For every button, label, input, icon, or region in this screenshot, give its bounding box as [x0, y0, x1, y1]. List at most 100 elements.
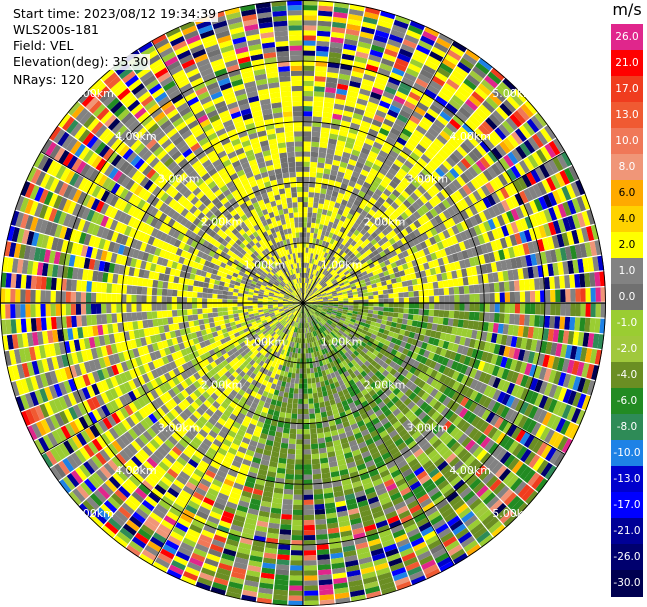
- velocity-gate-cell: [146, 295, 152, 303]
- velocity-gate-cell: [374, 438, 384, 447]
- velocity-gate-cell: [330, 355, 336, 362]
- velocity-gate-cell: [540, 462, 553, 478]
- velocity-gate-cell: [491, 365, 500, 377]
- velocity-gate-cell: [314, 312, 319, 317]
- velocity-gate-cell: [399, 353, 407, 361]
- velocity-gate-cell: [202, 298, 208, 303]
- velocity-gate-cell: [374, 363, 382, 371]
- velocity-gate-cell: [309, 327, 313, 333]
- velocity-gate-cell: [317, 432, 325, 439]
- velocity-gate-cell: [437, 556, 452, 568]
- velocity-gate-cell: [314, 498, 325, 505]
- velocity-gate-cell: [446, 423, 457, 435]
- velocity-gate-cell: [468, 401, 478, 413]
- velocity-gate-cell: [304, 590, 319, 596]
- velocity-gate-cell: [375, 519, 389, 529]
- velocity-gate-cell: [346, 375, 353, 382]
- velocity-gate-cell: [522, 417, 533, 431]
- velocity-gate-cell: [487, 375, 497, 387]
- velocity-gate-cell: [319, 320, 325, 326]
- velocity-gate-cell: [337, 308, 343, 312]
- velocity-gate-cell: [502, 324, 509, 335]
- velocity-gate-cell: [364, 323, 371, 329]
- velocity-gate-cell: [371, 451, 381, 460]
- velocity-gate-cell: [203, 318, 210, 324]
- velocity-gate-cell: [394, 533, 408, 544]
- velocity-gate-cell: [324, 400, 331, 407]
- velocity-gate-cell: [327, 339, 333, 346]
- velocity-gate-cell: [560, 420, 571, 435]
- velocity-gate-cell: [464, 337, 471, 347]
- velocity-gate-cell: [322, 375, 328, 381]
- velocity-gate-cell: [166, 289, 173, 297]
- velocity-gate-cell: [96, 282, 103, 293]
- velocity-gate-cell: [352, 480, 363, 489]
- velocity-gate-cell: [389, 376, 398, 384]
- velocity-gate-cell: [519, 431, 531, 446]
- velocity-gate-cell: [377, 359, 385, 367]
- velocity-gate-cell: [574, 317, 581, 331]
- velocity-gate-cell: [428, 309, 435, 317]
- velocity-gate-cell: [460, 364, 469, 375]
- velocity-gate-cell: [304, 565, 318, 571]
- velocity-gate-cell: [446, 399, 456, 410]
- velocity-gate-cell: [363, 360, 371, 368]
- velocity-gate-cell: [447, 388, 457, 399]
- velocity-gate-cell: [492, 377, 502, 389]
- velocity-gate-cell: [309, 321, 313, 327]
- velocity-gate-cell: [466, 347, 474, 357]
- velocity-gate-cell: [529, 391, 539, 405]
- velocity-gate-cell: [389, 326, 396, 333]
- velocity-gate-cell: [357, 360, 364, 367]
- velocity-gate-cell: [318, 360, 324, 367]
- velocity-gate-cell: [317, 437, 326, 444]
- velocity-gate-cell: [40, 304, 46, 317]
- velocity-gate-cell: [309, 423, 317, 430]
- velocity-gate-cell: [303, 484, 313, 490]
- velocity-gate-cell: [312, 304, 318, 307]
- velocity-gate-cell: [306, 306, 311, 311]
- velocity-gate-cell: [536, 459, 549, 475]
- velocity-gate-cell: [407, 314, 414, 320]
- velocity-gate-cell: [566, 359, 575, 374]
- velocity-gate-cell: [492, 323, 499, 334]
- velocity-gate-cell: [576, 393, 587, 409]
- velocity-gate-cell: [321, 370, 327, 377]
- velocity-gate-cell: [374, 562, 389, 571]
- velocity-gate-cell: [276, 467, 286, 474]
- velocity-gate-cell: [498, 345, 506, 356]
- velocity-gate-cell: [386, 335, 393, 342]
- velocity-gate-cell: [546, 413, 557, 429]
- velocity-gate-cell: [315, 311, 320, 315]
- velocity-gate-cell: [501, 380, 511, 393]
- velocity-gate-cell: [20, 289, 26, 303]
- velocity-gate-cell: [309, 413, 316, 419]
- velocity-gate-cell: [458, 407, 469, 419]
- velocity-gate-cell: [376, 442, 387, 452]
- velocity-gate-cell: [469, 390, 479, 401]
- velocity-gate-cell: [545, 303, 551, 315]
- velocity-gate-cell: [126, 312, 133, 322]
- velocity-gate-cell: [313, 341, 318, 347]
- velocity-gate-cell: [430, 369, 438, 379]
- velocity-gate-cell: [101, 314, 108, 325]
- velocity-gate-cell: [384, 358, 392, 365]
- velocity-gate-cell: [571, 360, 580, 376]
- velocity-gate-cell: [500, 488, 514, 503]
- velocity-gate-cell: [356, 338, 363, 345]
- velocity-gate-cell: [318, 350, 323, 356]
- velocity-gate-cell: [378, 327, 385, 334]
- velocity-gate-cell: [384, 388, 393, 397]
- velocity-gate-cell: [237, 292, 244, 297]
- velocity-gate-cell: [289, 382, 295, 389]
- velocity-gate-cell: [487, 399, 497, 411]
- velocity-gate-cell: [360, 412, 369, 420]
- velocity-gate-cell: [478, 371, 487, 383]
- velocity-gate-cell: [279, 386, 286, 392]
- velocity-gate-cell: [227, 310, 234, 315]
- velocity-gate-cell: [409, 480, 422, 491]
- velocity-gate-cell: [317, 371, 323, 378]
- velocity-gate-cell: [564, 316, 571, 330]
- velocity-gate-cell: [441, 325, 448, 333]
- velocity-gate-cell: [472, 430, 483, 443]
